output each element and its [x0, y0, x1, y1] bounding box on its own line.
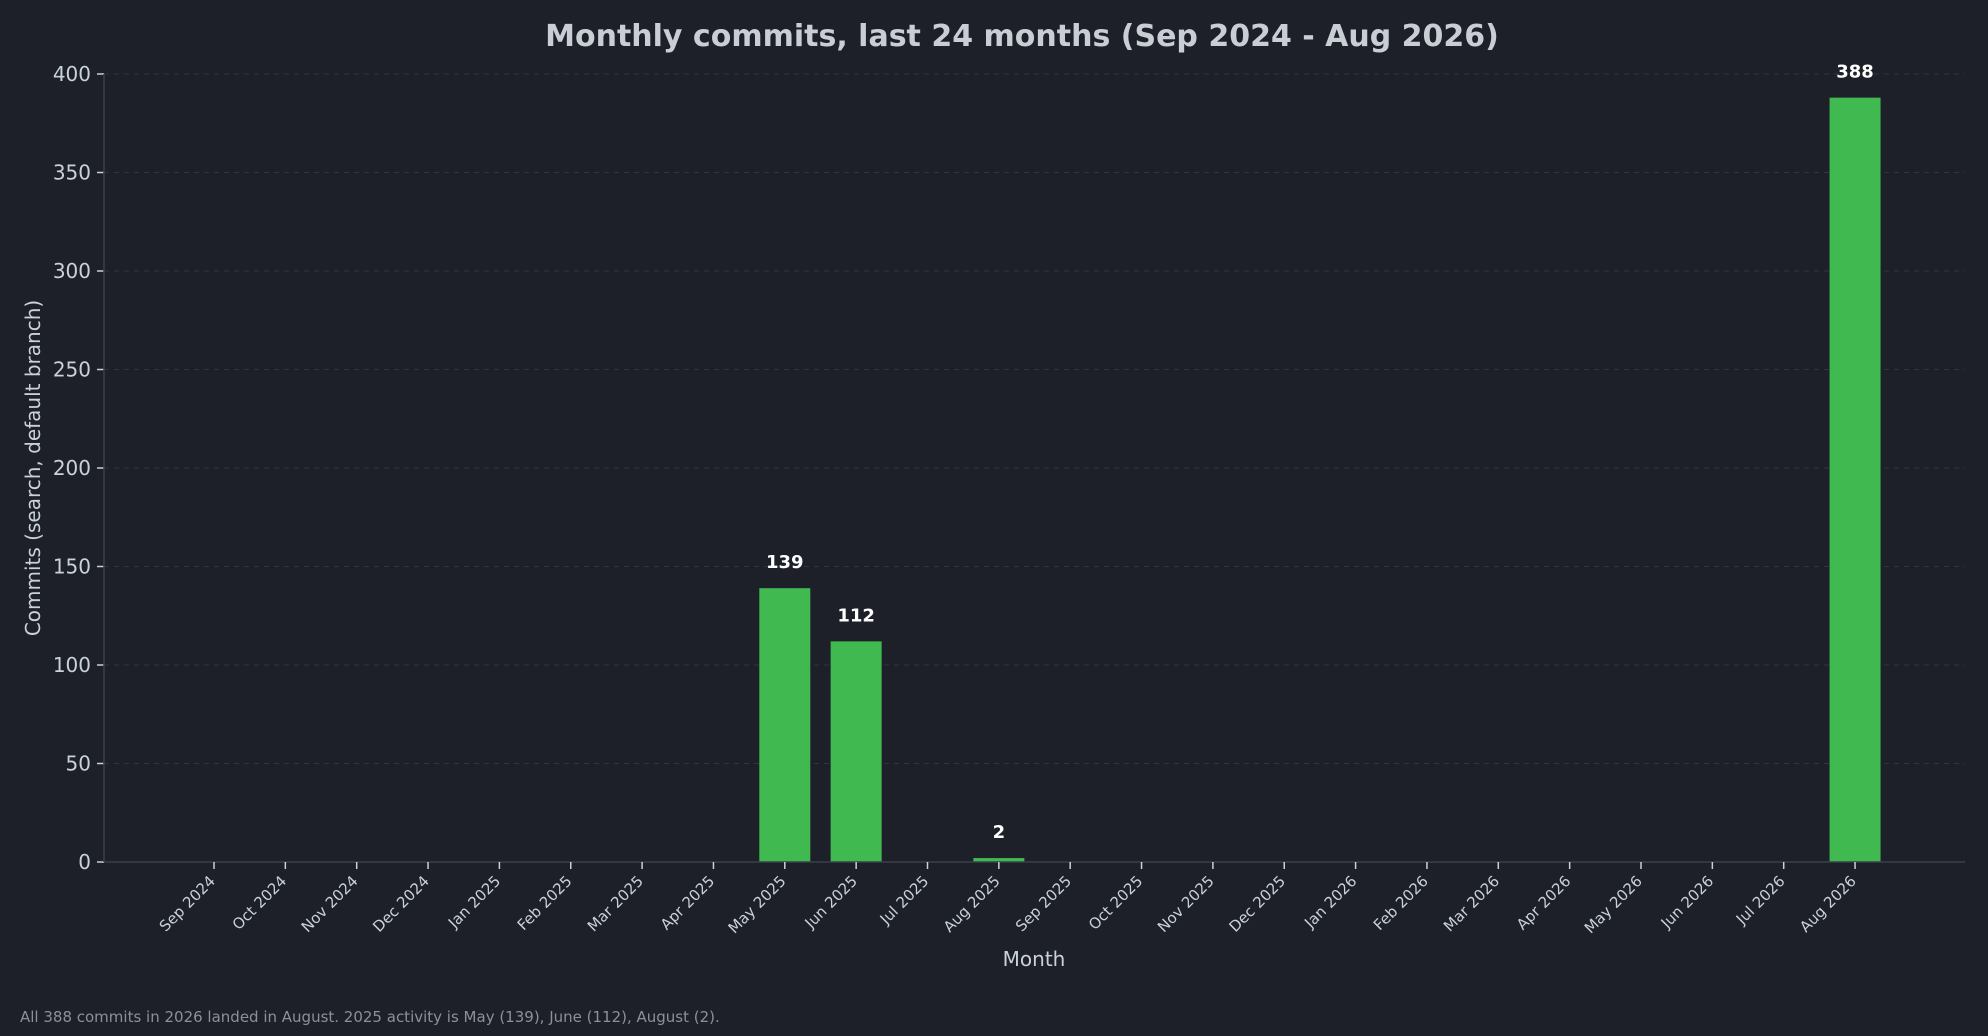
bar-jun-2025	[830, 641, 882, 862]
y-tick-label: 50	[66, 752, 91, 776]
x-tick-label: Aug 2025	[940, 872, 1004, 936]
y-tick-label: 250	[53, 358, 91, 382]
x-tick-label: Aug 2026	[1796, 872, 1860, 936]
x-tick-label: Jan 2026	[1300, 872, 1360, 932]
x-tick-label: Jun 2026	[1657, 872, 1717, 932]
y-tick-label: 100	[53, 653, 91, 677]
x-tick-label: Sep 2025	[1012, 872, 1075, 935]
y-tick-label: 200	[53, 456, 91, 480]
x-tick-label: Oct 2024	[229, 872, 290, 933]
data-label: 112	[837, 605, 875, 626]
x-tick-label: Dec 2024	[369, 872, 433, 936]
y-tick-label: 150	[53, 555, 91, 579]
x-tick-label: Nov 2025	[1154, 872, 1218, 936]
x-tick-label: Dec 2025	[1225, 872, 1289, 936]
x-tick-label: Sep 2024	[156, 872, 219, 935]
x-tick-label: Nov 2024	[298, 872, 362, 936]
x-tick-label: Jul 2025	[876, 872, 933, 929]
x-tick-label: Feb 2025	[514, 872, 576, 934]
y-tick-label: 350	[53, 161, 91, 185]
chart-title: Monthly commits, last 24 months (Sep 202…	[545, 19, 1499, 54]
commits-bar-chart: Monthly commits, last 24 months (Sep 202…	[21, 19, 1965, 971]
x-tick-label: Apr 2026	[1513, 872, 1574, 933]
bar-may-2025	[759, 588, 811, 862]
data-label: 2	[993, 822, 1006, 843]
x-tick-label: Oct 2025	[1085, 872, 1146, 933]
x-tick-label: Jul 2026	[1732, 872, 1789, 929]
x-tick-label: Apr 2025	[657, 872, 718, 933]
x-tick-label: May 2025	[725, 872, 790, 937]
y-tick-label: 400	[53, 62, 91, 86]
data-label: 388	[1836, 62, 1874, 83]
x-tick-label: Mar 2026	[1440, 872, 1503, 935]
y-tick-label: 0	[78, 850, 91, 874]
y-axis-label: Commits (search, default branch)	[21, 300, 45, 636]
bar-aug-2026	[1829, 97, 1881, 862]
x-tick-label: Jun 2025	[801, 872, 861, 932]
x-tick-label: May 2026	[1581, 872, 1646, 937]
x-tick-label: Jan 2025	[444, 872, 504, 932]
footnote: All 388 commits in 2026 landed in August…	[20, 1008, 720, 1026]
x-tick-label: Mar 2025	[584, 872, 647, 935]
x-axis-label: Month	[1003, 947, 1066, 971]
data-label: 139	[766, 552, 804, 573]
y-tick-label: 300	[53, 259, 91, 283]
x-tick-label: Feb 2026	[1370, 872, 1432, 934]
bar-aug-2025	[973, 858, 1025, 862]
